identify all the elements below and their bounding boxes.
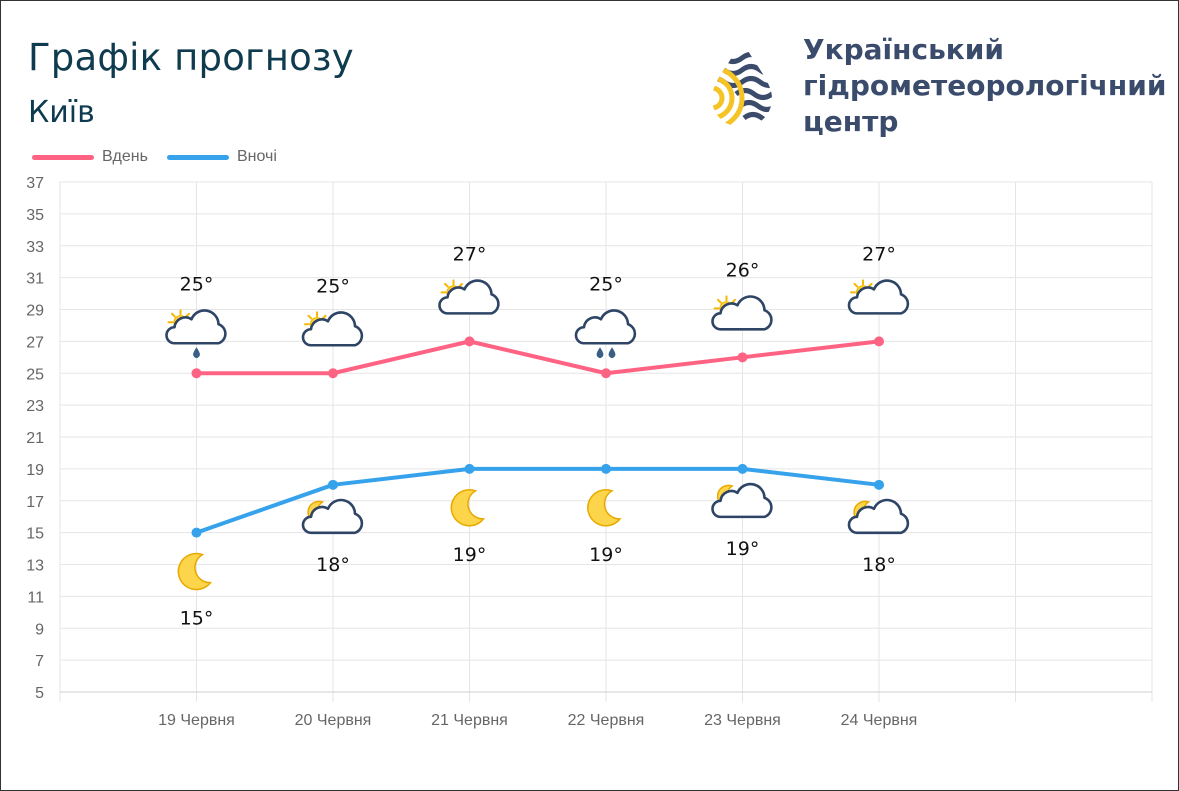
rain-drop [596,347,604,359]
legend-item-night[interactable]: Вночі [167,148,277,166]
y-tick-label: 9 [35,621,44,638]
y-tick-label: 23 [26,398,44,415]
data-point [464,336,475,347]
sun-ray [171,312,176,318]
moon-cloud-icon [847,498,910,535]
series-line-day [196,339,880,376]
logo-line-1: Український [803,33,1005,66]
city-name: Київ [28,95,95,130]
sun-cloud-icon [711,295,773,331]
data-label: 25° [180,273,214,295]
y-tick-label: 19 [26,462,44,479]
cloud-rain-icon [574,309,637,359]
data-label: 27° [453,243,487,265]
cloud-shape [711,482,773,519]
moon-shape [450,489,486,527]
cloud-shape [165,309,227,345]
x-tick-label: 20 Червня [295,712,372,729]
y-tick-label: 29 [26,303,44,320]
data-label: 19° [453,544,487,566]
sun-cloud-icon [438,279,500,315]
data-point [737,352,748,363]
cloud-shape [847,279,910,315]
grid [59,181,1153,702]
y-tick-label: 17 [26,494,44,511]
y-tick-label: 21 [26,430,44,447]
sun-cloud-icon [301,311,364,347]
data-label: 18° [862,554,896,576]
data-label: 19° [726,538,760,560]
data-point [191,527,202,538]
moon-icon [450,489,486,527]
legend-swatch-day [32,154,94,160]
moon-cloud-icon [301,498,364,535]
data-label: 25° [589,273,623,295]
y-tick-label: 27 [26,334,44,351]
logo-text: Український гідрометеорологічний центр [803,32,1167,140]
y-tick-label: 33 [26,239,44,256]
data-point [328,368,338,379]
legend-label-day: Вдень [102,148,148,165]
sun-ray [444,282,449,288]
moon-shape [177,552,213,591]
x-tick-label: 21 Червня [431,712,508,729]
y-tick-label: 13 [26,558,44,575]
logo-line-2: гідрометеорологічний [803,69,1167,102]
data-point [191,368,202,379]
cloud-shape [301,311,364,347]
page-title: Графік прогнозу [28,36,354,79]
moon-cloud-icon [711,482,773,519]
legend-item-day[interactable]: Вдень [32,148,148,166]
data-point [874,336,884,347]
data-point [464,463,475,474]
y-tick-label: 5 [35,685,44,702]
data-point [737,463,748,474]
moon-icon [177,552,213,591]
y-tick-label: 35 [26,207,44,224]
y-tick-label: 25 [26,366,44,383]
data-point [601,463,611,474]
legend-label-night: Вночі [237,148,277,165]
data-label: 26° [726,259,760,281]
y-tick-label: 31 [26,271,44,288]
rain-drop [608,347,616,359]
data-point [874,479,884,490]
y-tick-label: 7 [35,653,44,670]
rain-drop [193,347,200,359]
data-label: 25° [316,275,350,297]
cloud-shape [711,295,773,331]
logo-drop-icon [712,38,772,127]
y-tick-label: 37 [26,175,44,192]
x-tick-label: 22 Червня [568,712,645,729]
y-tick-label: 15 [26,526,44,543]
data-point [601,368,611,379]
logo-line-3: центр [803,105,899,138]
sun-cloud-icon [847,279,910,315]
data-point [328,479,338,490]
sun-ray [717,298,722,304]
y-tick-label: 11 [27,589,44,606]
cloud-shape [574,309,637,345]
x-tick-label: 23 Червня [704,712,781,729]
data-label: 19° [589,544,623,566]
legend-swatch-night [167,154,229,160]
sun-ray [853,282,859,288]
x-tick-label: 24 Червня [841,712,918,729]
sun-ray [307,314,313,320]
moon-icon [587,489,622,527]
moon-shape [587,489,622,527]
cloud-shape [847,498,910,535]
cloud-shape [301,498,364,535]
series-line-night [195,466,880,535]
data-label: 18° [316,554,350,576]
cloud-shape [438,279,500,315]
data-label: 15° [180,608,214,630]
sun-cloud-rain-icon [165,309,227,359]
x-tick-label: 19 Червня [158,712,235,729]
data-label: 27° [862,243,896,265]
